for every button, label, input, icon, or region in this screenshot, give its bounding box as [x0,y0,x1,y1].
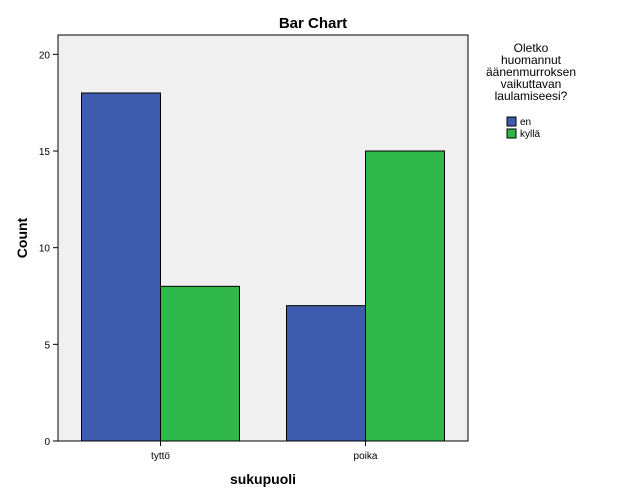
legend: Oletkohuomannutäänenmurroksenvaikuttavan… [486,41,576,140]
y-tick-label: 0 [44,437,50,448]
x-axis-title: sukupuoli [230,471,296,487]
y-axis-title: Count [14,217,30,258]
bars-group [81,92,445,442]
legend-title-line: äänenmurroksen [486,65,576,79]
bar-kyllä-tyttö [160,285,240,442]
legend-label-kyllä: kyllä [520,129,540,140]
legend-title-line: Oletko [514,41,549,55]
legend-swatch-en [506,116,517,127]
x-axis: tyttö poika [151,441,378,462]
y-tick-label: 20 [39,50,51,61]
legend-title-line: vaikuttavan [501,77,562,91]
bar-en-poika [286,305,366,442]
x-tick-label: tyttö [151,451,170,462]
legend-label-en: en [520,117,531,128]
legend-swatch-kyllä [506,128,517,139]
chart-title: Bar Chart [279,15,347,32]
x-tick-label: poika [354,451,378,462]
bar-en-tyttö [81,92,161,442]
y-tick-label: 15 [39,147,51,158]
legend-title-line: huomannut [501,53,562,67]
legend-title-line: laulamiseesi? [495,89,568,103]
y-tick-label: 10 [39,244,51,255]
bar-kyllä-poika [365,150,445,442]
y-axis: 0 5 10 15 20 [39,50,58,448]
y-tick-label: 5 [44,340,50,351]
